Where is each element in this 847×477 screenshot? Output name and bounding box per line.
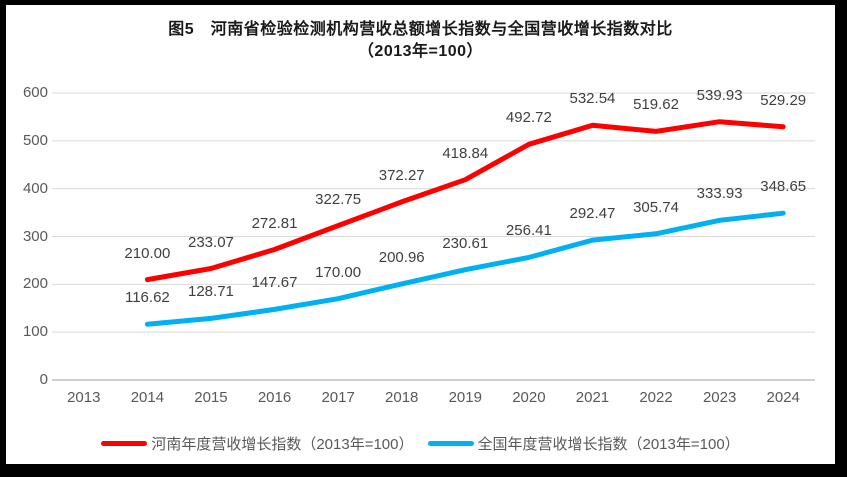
x-tick-label: 2018: [385, 389, 419, 406]
data-label-series1-2019: 230.61: [442, 234, 489, 252]
x-tick-label: 2013: [67, 389, 101, 406]
chart-title-line2: （2013年=100）: [357, 43, 484, 60]
legend-line-swatch: [101, 440, 148, 446]
data-label-series1-2022: 305.74: [633, 198, 679, 216]
data-label-series1-2024: 348.65: [760, 178, 807, 196]
legend-line-swatch: [427, 440, 474, 446]
plot-area: [52, 92, 815, 381]
x-tick-label: 2022: [639, 389, 673, 406]
data-label-series1-2014: 116.62: [124, 289, 170, 307]
data-label-series1-2023: 333.93: [696, 185, 743, 203]
y-tick-label: 500: [22, 131, 48, 149]
legend-label: 河南年度营收增长指数（2013年=100）: [151, 435, 414, 453]
data-label-series0-2020: 492.72: [505, 109, 552, 127]
data-label-series1-2020: 256.41: [505, 222, 552, 240]
legend-item-0: 河南年度营收增长指数（2013年=100）: [101, 433, 414, 454]
data-label-series0-2018: 372.27: [378, 166, 425, 184]
y-tick-label: 600: [22, 84, 48, 101]
x-tick-label: 2023: [702, 389, 737, 406]
series-line-0: [144, 119, 786, 283]
chart-title-line1: 图5 河南省检验检测机构营收总额增长指数与全国营收增长指数对比: [168, 21, 673, 38]
x-tick-label: 2015: [194, 389, 228, 406]
data-label-series0-2016: 272.81: [251, 214, 298, 232]
data-label-series0-2021: 532.54: [569, 90, 616, 108]
data-label-series0-2023: 539.93: [696, 86, 743, 104]
legend-item-1: 全国年度营收增长指数（2013年=100）: [427, 433, 740, 454]
y-tick-label: 300: [22, 227, 48, 245]
data-label-series1-2021: 292.47: [569, 205, 616, 223]
chart-title: 图5 河南省检验检测机构营收总额增长指数与全国营收增长指数对比 （2013年=1…: [6, 19, 835, 63]
data-label-series0-2014: 210.00: [124, 244, 171, 262]
data-label-series0-2017: 322.75: [315, 190, 362, 208]
data-label-series1-2015: 128.71: [188, 283, 234, 301]
data-label-series1-2016: 147.67: [251, 274, 298, 292]
data-label-series0-2019: 418.84: [442, 144, 489, 162]
y-tick-label: 100: [22, 323, 48, 341]
x-tick-label: 2021: [575, 389, 610, 406]
y-tick-label: 400: [22, 179, 48, 197]
x-tick-label: 2017: [321, 389, 355, 406]
data-label-series0-2024: 529.29: [760, 91, 807, 109]
x-tick-label: 2019: [448, 389, 482, 406]
x-tick-label: 2024: [766, 389, 800, 406]
x-tick-label: 2016: [257, 389, 292, 406]
data-label-series0-2015: 233.07: [188, 233, 234, 251]
chart-frame: 图5 河南省检验检测机构营收总额增长指数与全国营收增长指数对比 （2013年=1…: [6, 5, 835, 464]
data-label-series1-2017: 170.00: [315, 263, 362, 281]
y-tick-label: 200: [22, 275, 48, 293]
x-tick-label: 2020: [512, 389, 546, 406]
data-label-series1-2018: 200.96: [378, 248, 425, 266]
y-tick-label: 0: [39, 371, 48, 388]
x-tick-label: 2014: [130, 389, 165, 406]
data-label-series0-2022: 519.62: [633, 96, 679, 114]
series-line-1: [144, 210, 786, 327]
legend-label: 全国年度营收增长指数（2013年=100）: [477, 435, 740, 453]
legend: 河南年度营收增长指数（2013年=100） 全国年度营收增长指数（2013年=10…: [6, 431, 835, 455]
